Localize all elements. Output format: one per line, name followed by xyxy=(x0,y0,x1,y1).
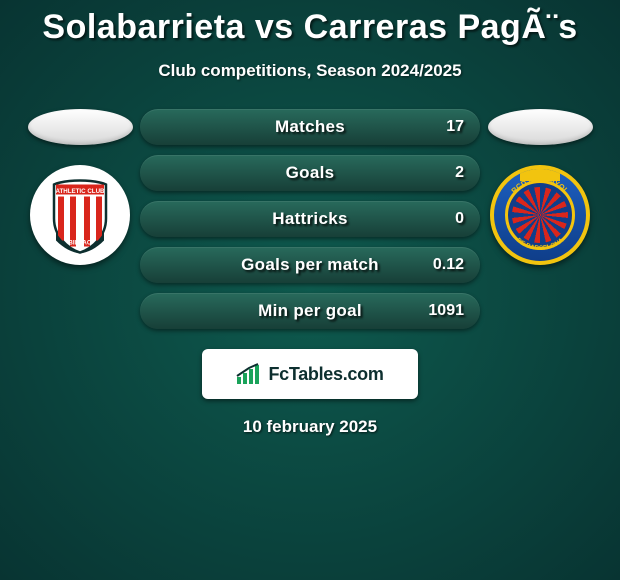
stat-goals-per-match: Goals per match 0.12 xyxy=(140,247,480,283)
crest-text-icon: RCD ESPANYOL DE BARCELONA xyxy=(494,169,586,261)
stat-value: 1091 xyxy=(428,302,464,320)
stats-list: Matches 17 Goals 2 Hattricks 0 Goals per… xyxy=(140,109,480,329)
svg-text:RCD ESPANYOL: RCD ESPANYOL xyxy=(509,175,571,196)
stat-hattricks: Hattricks 0 xyxy=(140,201,480,237)
stat-value: 2 xyxy=(455,164,464,182)
left-side: ATHLETIC CLUB BILBAO xyxy=(20,109,140,329)
shield-icon: ATHLETIC CLUB BILBAO xyxy=(50,179,110,255)
stat-value: 17 xyxy=(446,118,464,136)
date-text: 10 february 2025 xyxy=(243,417,377,437)
stat-value: 0.12 xyxy=(433,256,464,274)
stat-goals: Goals 2 xyxy=(140,155,480,191)
stat-label: Goals xyxy=(286,163,335,183)
stat-label: Matches xyxy=(275,117,345,137)
right-side: RCD ESPANYOL DE BARCELONA xyxy=(480,109,600,329)
stat-label: Goals per match xyxy=(241,255,379,275)
right-team-crest: RCD ESPANYOL DE BARCELONA xyxy=(490,165,590,265)
page-title: Solabarrieta vs Carreras PagÃ¨s xyxy=(42,8,577,47)
page-subtitle: Club competitions, Season 2024/2025 xyxy=(158,61,461,81)
left-team-crest: ATHLETIC CLUB BILBAO xyxy=(30,165,130,265)
svg-text:DE BARCELONA: DE BARCELONA xyxy=(515,237,565,252)
stat-label: Min per goal xyxy=(258,301,362,321)
stat-min-per-goal: Min per goal 1091 xyxy=(140,293,480,329)
page-root: Solabarrieta vs Carreras PagÃ¨s Club com… xyxy=(0,0,620,580)
right-player-silhouette xyxy=(488,109,593,145)
svg-text:ATHLETIC CLUB: ATHLETIC CLUB xyxy=(55,188,105,195)
svg-text:BILBAO: BILBAO xyxy=(69,241,92,247)
stat-label: Hattricks xyxy=(272,209,347,229)
content-columns: ATHLETIC CLUB BILBAO Matches 17 G xyxy=(0,109,620,329)
left-player-silhouette xyxy=(28,109,133,145)
bars-icon xyxy=(236,363,262,385)
brand-text: FcTables.com xyxy=(268,364,383,385)
stat-value: 0 xyxy=(455,210,464,228)
stat-matches: Matches 17 xyxy=(140,109,480,145)
brand-box: FcTables.com xyxy=(202,349,418,399)
